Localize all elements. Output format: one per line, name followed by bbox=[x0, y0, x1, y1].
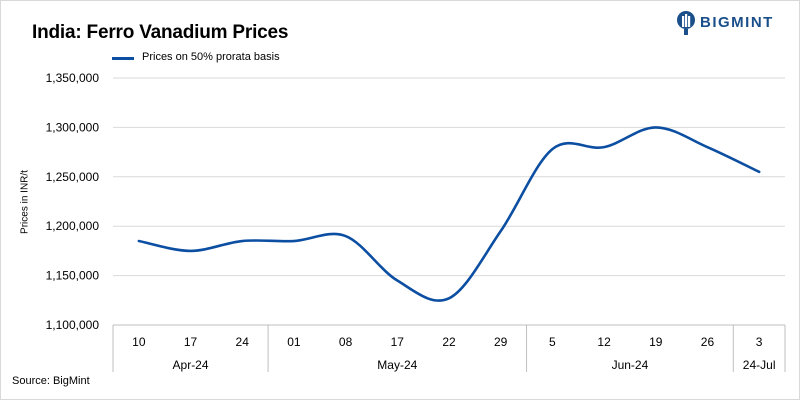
x-tick-label: 17 bbox=[391, 335, 405, 349]
x-tick-label: 24 bbox=[236, 335, 250, 349]
x-tick-label: 19 bbox=[649, 335, 663, 349]
brand-name: BIGMINT bbox=[700, 14, 774, 31]
x-tick-label: 22 bbox=[442, 335, 456, 349]
y-tick-label: 1,300,000 bbox=[46, 120, 100, 134]
brand-logo: BIGMINT bbox=[676, 10, 791, 38]
x-group-label: May-24 bbox=[377, 358, 417, 372]
x-tick-label: 12 bbox=[597, 335, 611, 349]
x-tick-label: 17 bbox=[184, 335, 198, 349]
legend-swatch bbox=[112, 57, 134, 60]
y-tick-label: 1,350,000 bbox=[46, 71, 100, 85]
legend-label: Prices on 50% prorata basis bbox=[142, 51, 280, 63]
source-note: Source: BigMint bbox=[12, 375, 90, 387]
y-tick-label: 1,150,000 bbox=[46, 269, 100, 283]
x-group-label: 24-Jul bbox=[743, 358, 776, 372]
x-tick-label: 5 bbox=[549, 335, 556, 349]
y-tick-label: 1,250,000 bbox=[46, 170, 100, 184]
x-tick-label: 10 bbox=[132, 335, 146, 349]
x-tick-label: 26 bbox=[701, 335, 715, 349]
series-line bbox=[137, 126, 761, 302]
x-tick-label: 29 bbox=[494, 335, 508, 349]
y-tick-label: 1,100,000 bbox=[46, 318, 100, 332]
brand-icon bbox=[677, 11, 695, 35]
chart-title: India: Ferro Vanadium Prices bbox=[32, 22, 289, 43]
x-tick-label: 3 bbox=[756, 335, 763, 349]
x-tick-label: 01 bbox=[287, 335, 301, 349]
x-group-label: Jun-24 bbox=[612, 358, 649, 372]
y-tick-label: 1,200,000 bbox=[46, 219, 100, 233]
x-group-label: Apr-24 bbox=[173, 358, 209, 372]
x-tick-label: 08 bbox=[339, 335, 353, 349]
